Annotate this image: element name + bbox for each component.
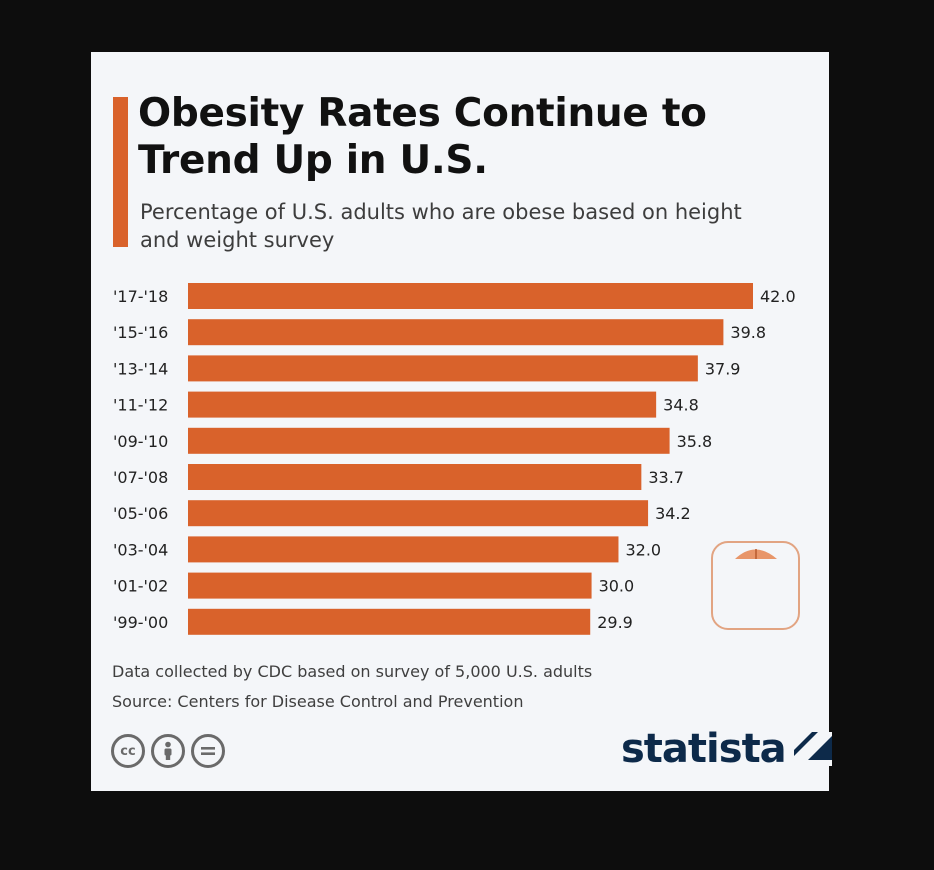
category-label: '09-'10	[113, 432, 168, 451]
license-icons: cc	[111, 734, 225, 768]
value-label: 29.9	[597, 613, 633, 632]
category-label: '07-'08	[113, 468, 168, 487]
bar	[188, 391, 657, 418]
infographic-card: Obesity Rates Continue to Trend Up in U.…	[91, 52, 832, 791]
value-label: 34.2	[655, 504, 691, 523]
category-label: '11-'12	[113, 396, 168, 415]
no-derivatives-icon[interactable]	[191, 734, 225, 768]
source-note: Source: Centers for Disease Control and …	[112, 692, 524, 711]
value-label: 32.0	[625, 540, 661, 559]
bar	[188, 464, 642, 490]
category-label: '05-'06	[113, 504, 168, 523]
value-label: 35.8	[677, 432, 713, 451]
attribution-icon[interactable]	[151, 734, 185, 768]
data-note: Data collected by CDC based on survey of…	[112, 662, 593, 681]
value-label: 33.7	[648, 468, 684, 487]
statista-mark-icon	[793, 732, 832, 766]
chart-title: Obesity Rates Continue to Trend Up in U.…	[138, 91, 707, 183]
bar	[188, 319, 724, 346]
bar	[188, 283, 753, 309]
bar	[188, 572, 592, 599]
statista-logo[interactable]: statista	[621, 726, 832, 772]
category-label: '15-'16	[113, 323, 168, 342]
bar	[188, 355, 698, 382]
chart-subtitle: Percentage of U.S. adults who are obese …	[140, 200, 742, 252]
bar	[188, 536, 619, 563]
value-label: 37.9	[705, 359, 741, 378]
brand-wordmark: statista	[621, 726, 787, 772]
bar-chart: '17-'18 42.0 '15-'16 39.8 '13-'14 37.9 '11-'12…	[113, 283, 800, 635]
category-label: '13-'14	[113, 359, 168, 378]
bar	[188, 427, 670, 454]
category-label: '01-'02	[113, 577, 168, 596]
scale-icon	[711, 541, 800, 630]
category-label: '17-'18	[113, 287, 168, 306]
value-label: 42.0	[760, 287, 796, 306]
cc-icon[interactable]: cc	[111, 734, 145, 768]
title-accent-bar	[113, 97, 128, 247]
value-label: 39.8	[730, 323, 766, 342]
category-label: '99-'00	[113, 613, 168, 632]
bar	[188, 608, 591, 635]
bar	[188, 500, 649, 527]
value-label: 30.0	[599, 577, 635, 596]
value-label: 34.8	[663, 396, 699, 415]
category-label: '03-'04	[113, 540, 168, 559]
